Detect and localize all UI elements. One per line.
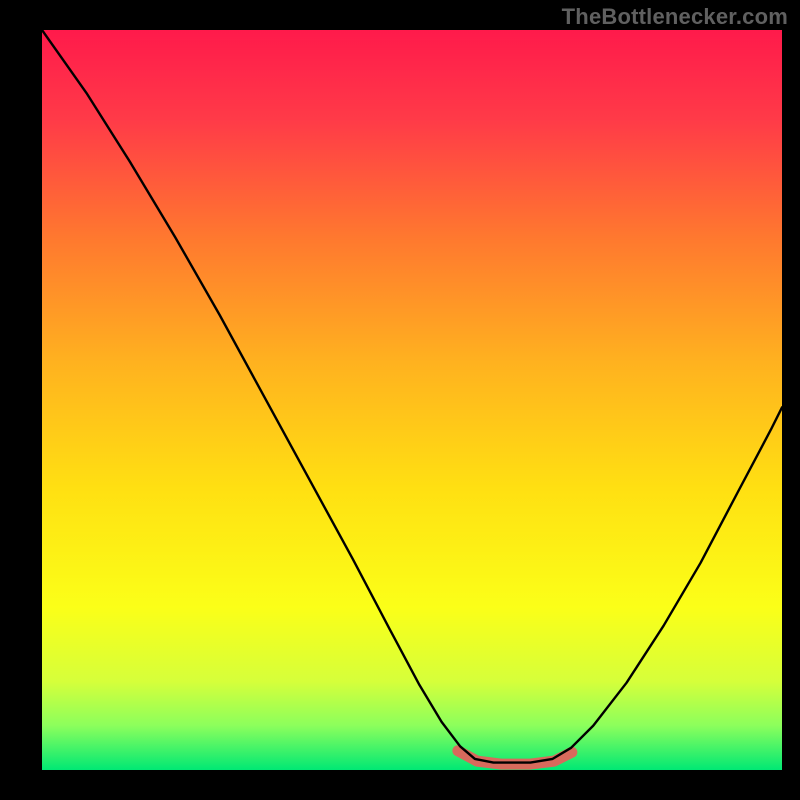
watermark-text: TheBottlenecker.com (562, 4, 788, 30)
bottleneck-chart (42, 30, 782, 770)
chart-background (42, 30, 782, 770)
chart-wrapper: TheBottlenecker.com (0, 0, 800, 800)
